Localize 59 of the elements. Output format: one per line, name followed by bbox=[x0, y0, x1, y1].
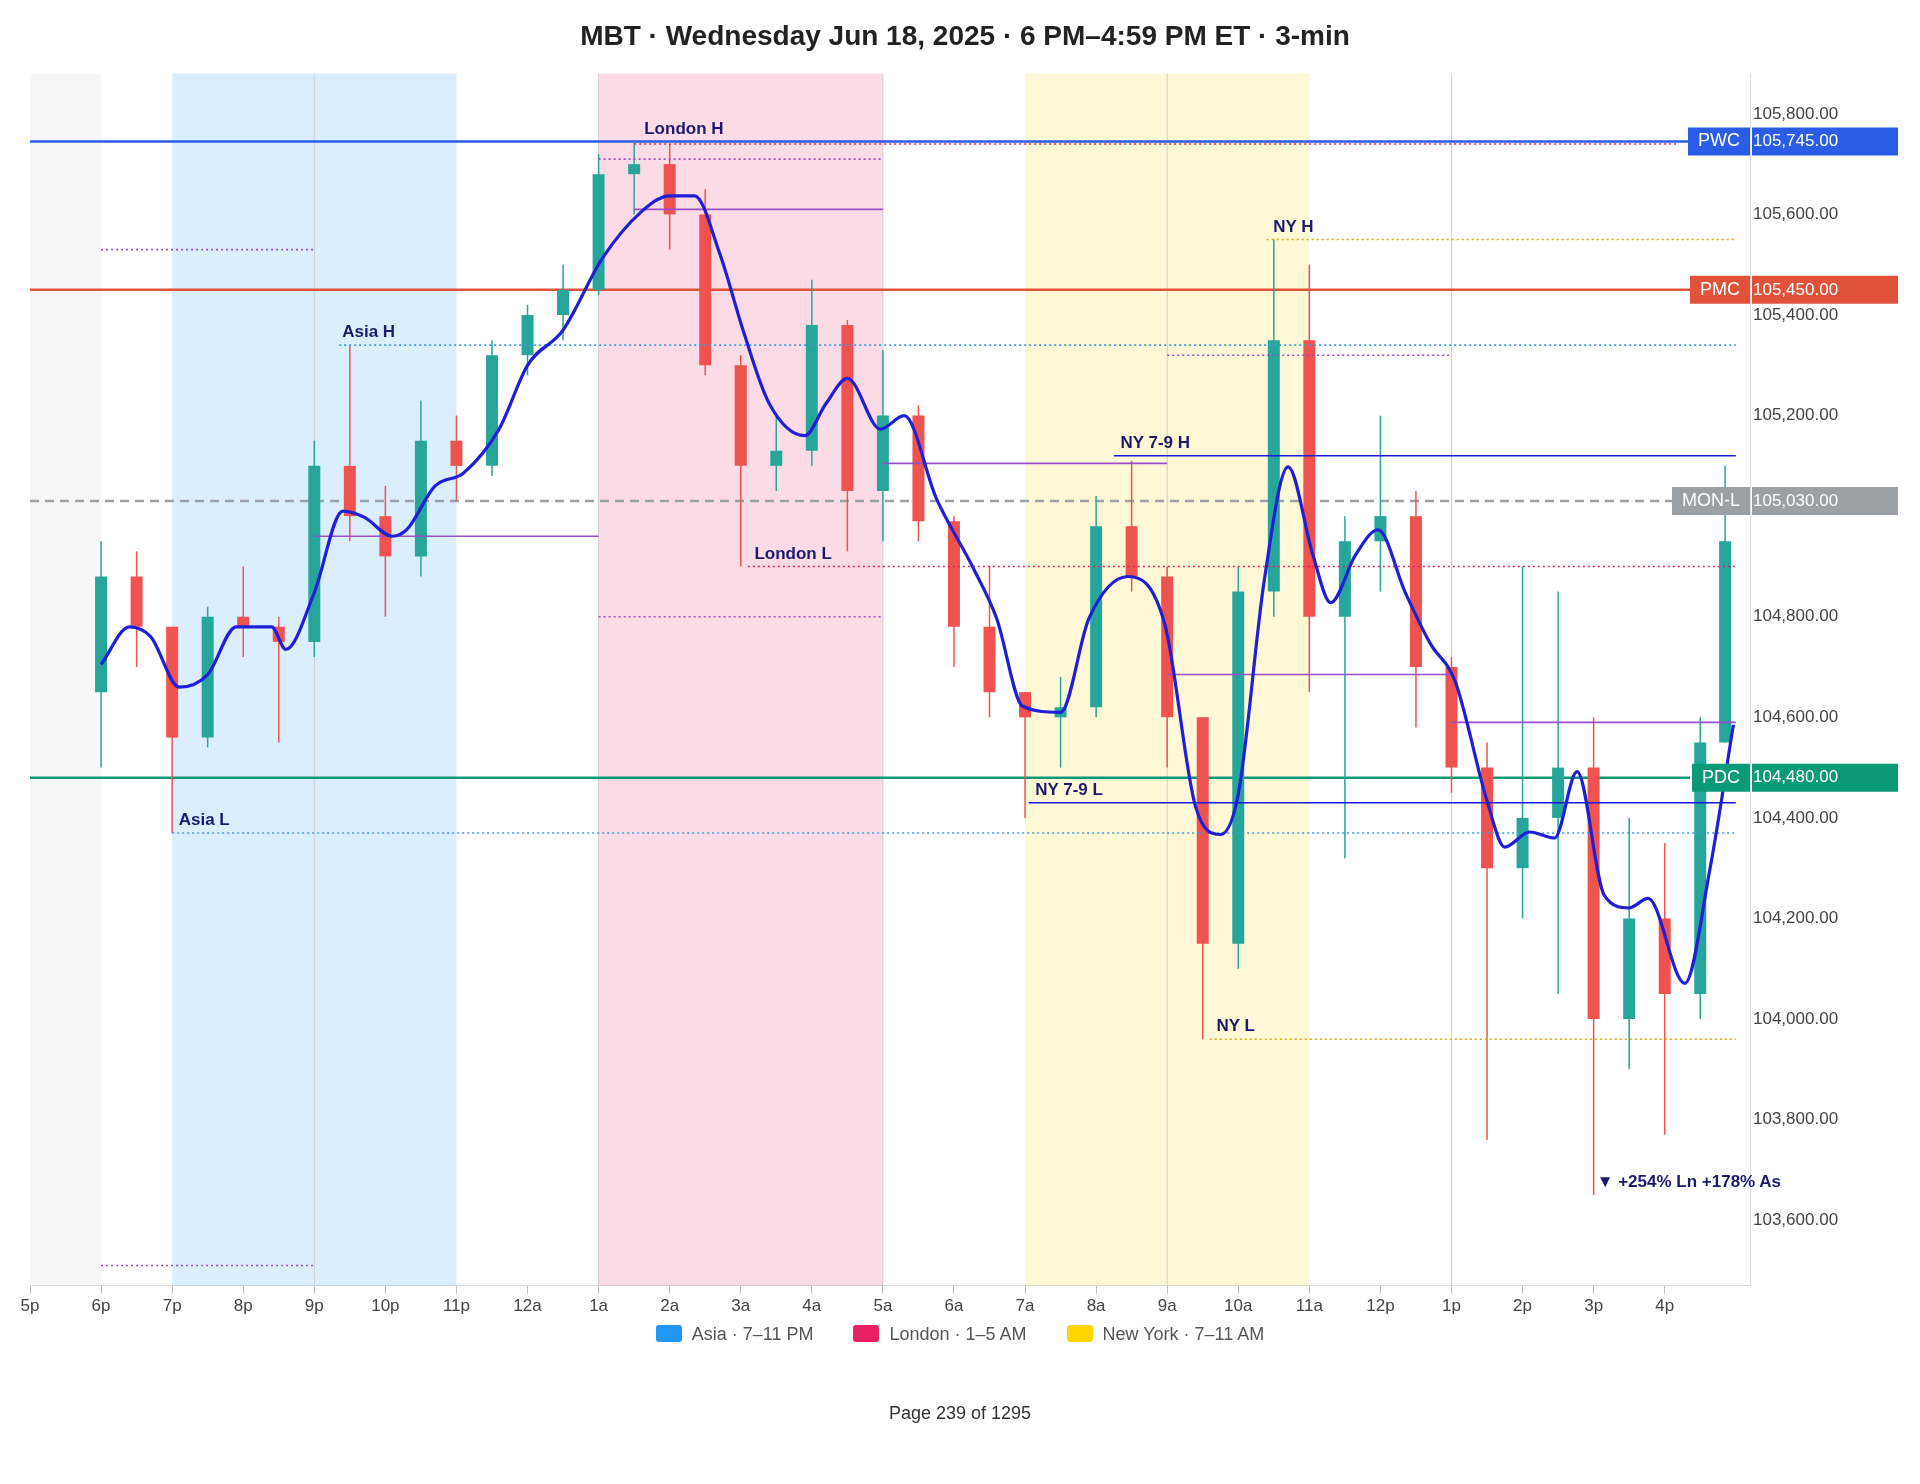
x-tick-label: 10a bbox=[1224, 1296, 1253, 1316]
y-tick-label: 104,400.00 bbox=[1753, 807, 1839, 827]
annotation: ▼ +254% Ln +178% As bbox=[1596, 1172, 1782, 1192]
y-tick-label: 105,030.00 bbox=[1753, 490, 1839, 510]
y-tick-label: 105,450.00 bbox=[1753, 279, 1839, 299]
y-tick-label: 104,600.00 bbox=[1753, 707, 1839, 727]
x-tick-label: 7p bbox=[162, 1296, 182, 1316]
x-tick-label: 9p bbox=[304, 1296, 324, 1316]
ref-line-label: PWC bbox=[1698, 130, 1740, 151]
ref-line-label: PMC bbox=[1700, 278, 1740, 299]
x-tick-label: 12a bbox=[513, 1296, 543, 1316]
annotation: London L bbox=[754, 543, 832, 563]
x-tick-label: 4p bbox=[1655, 1296, 1675, 1316]
annotation: London H bbox=[644, 118, 724, 138]
x-tick-label: 5p bbox=[20, 1296, 40, 1316]
text: Page 239 of 1295 bbox=[887, 1403, 1033, 1424]
x-tick-label: 8a bbox=[1086, 1296, 1107, 1316]
x-tick-label: 3a bbox=[731, 1296, 751, 1316]
candlestick bbox=[1552, 590, 1565, 995]
chart-title: MBT · Wednesday Jun 18, 2025 · 6 PM–4:59 PM ET · 3-min bbox=[580, 19, 1350, 51]
candlestick bbox=[628, 140, 641, 216]
ref-line-label: PDC bbox=[1701, 766, 1741, 787]
annotation: NY L bbox=[1216, 1016, 1255, 1036]
y-tick-label: 104,480.00 bbox=[1753, 767, 1839, 787]
y-tick-label: 104,800.00 bbox=[1753, 606, 1839, 626]
annotation: NY H bbox=[1273, 216, 1314, 236]
x-tick-label: 7a bbox=[1015, 1296, 1036, 1316]
x-tick-label: 1p bbox=[1442, 1296, 1461, 1316]
y-tick-label: 103,600.00 bbox=[1753, 1209, 1839, 1229]
y-tick-label: 103,800.00 bbox=[1753, 1109, 1839, 1129]
y-tick-label: 104,200.00 bbox=[1753, 908, 1839, 928]
x-tick-label: 12p bbox=[1366, 1296, 1395, 1316]
x-tick-label: 3p bbox=[1584, 1296, 1604, 1316]
annotation: Asia L bbox=[178, 810, 230, 830]
x-tick-label: 5a bbox=[873, 1296, 893, 1316]
x-tick-label: 2p bbox=[1513, 1296, 1533, 1316]
y-tick-label: 105,600.00 bbox=[1753, 204, 1839, 224]
y-tick-label: 105,800.00 bbox=[1753, 103, 1839, 123]
annotation: Asia H bbox=[342, 322, 396, 342]
legend-label: New York · 7–11 AM bbox=[1101, 1324, 1265, 1345]
x-tick-label: 8p bbox=[233, 1296, 253, 1316]
y-tick-label: 104,000.00 bbox=[1753, 1008, 1839, 1028]
x-tick-label: 1a bbox=[589, 1296, 609, 1316]
y-tick-label: 105,745.00 bbox=[1753, 131, 1839, 151]
ref-line-label: MON-L bbox=[1682, 490, 1740, 511]
x-tick-label: 4a bbox=[802, 1296, 822, 1316]
y-tick-label: 105,200.00 bbox=[1753, 405, 1839, 425]
legend-label: Asia · 7–11 PM bbox=[690, 1324, 814, 1345]
x-tick-label: 11a bbox=[1295, 1296, 1324, 1316]
annotation: NY 7-9 H bbox=[1120, 432, 1191, 452]
legend-label: London · 1–5 AM bbox=[888, 1324, 1027, 1345]
annotation: NY 7-9 L bbox=[1035, 780, 1103, 799]
x-tick-label: 2a bbox=[660, 1296, 680, 1316]
x-tick-label: 10p bbox=[371, 1296, 400, 1316]
x-tick-label: 6p bbox=[91, 1296, 111, 1316]
x-tick-label: 9a bbox=[1157, 1296, 1178, 1316]
x-tick-label: 6a bbox=[944, 1296, 964, 1316]
x-tick-label: 11p bbox=[442, 1296, 470, 1316]
y-tick-label: 105,400.00 bbox=[1753, 304, 1839, 324]
